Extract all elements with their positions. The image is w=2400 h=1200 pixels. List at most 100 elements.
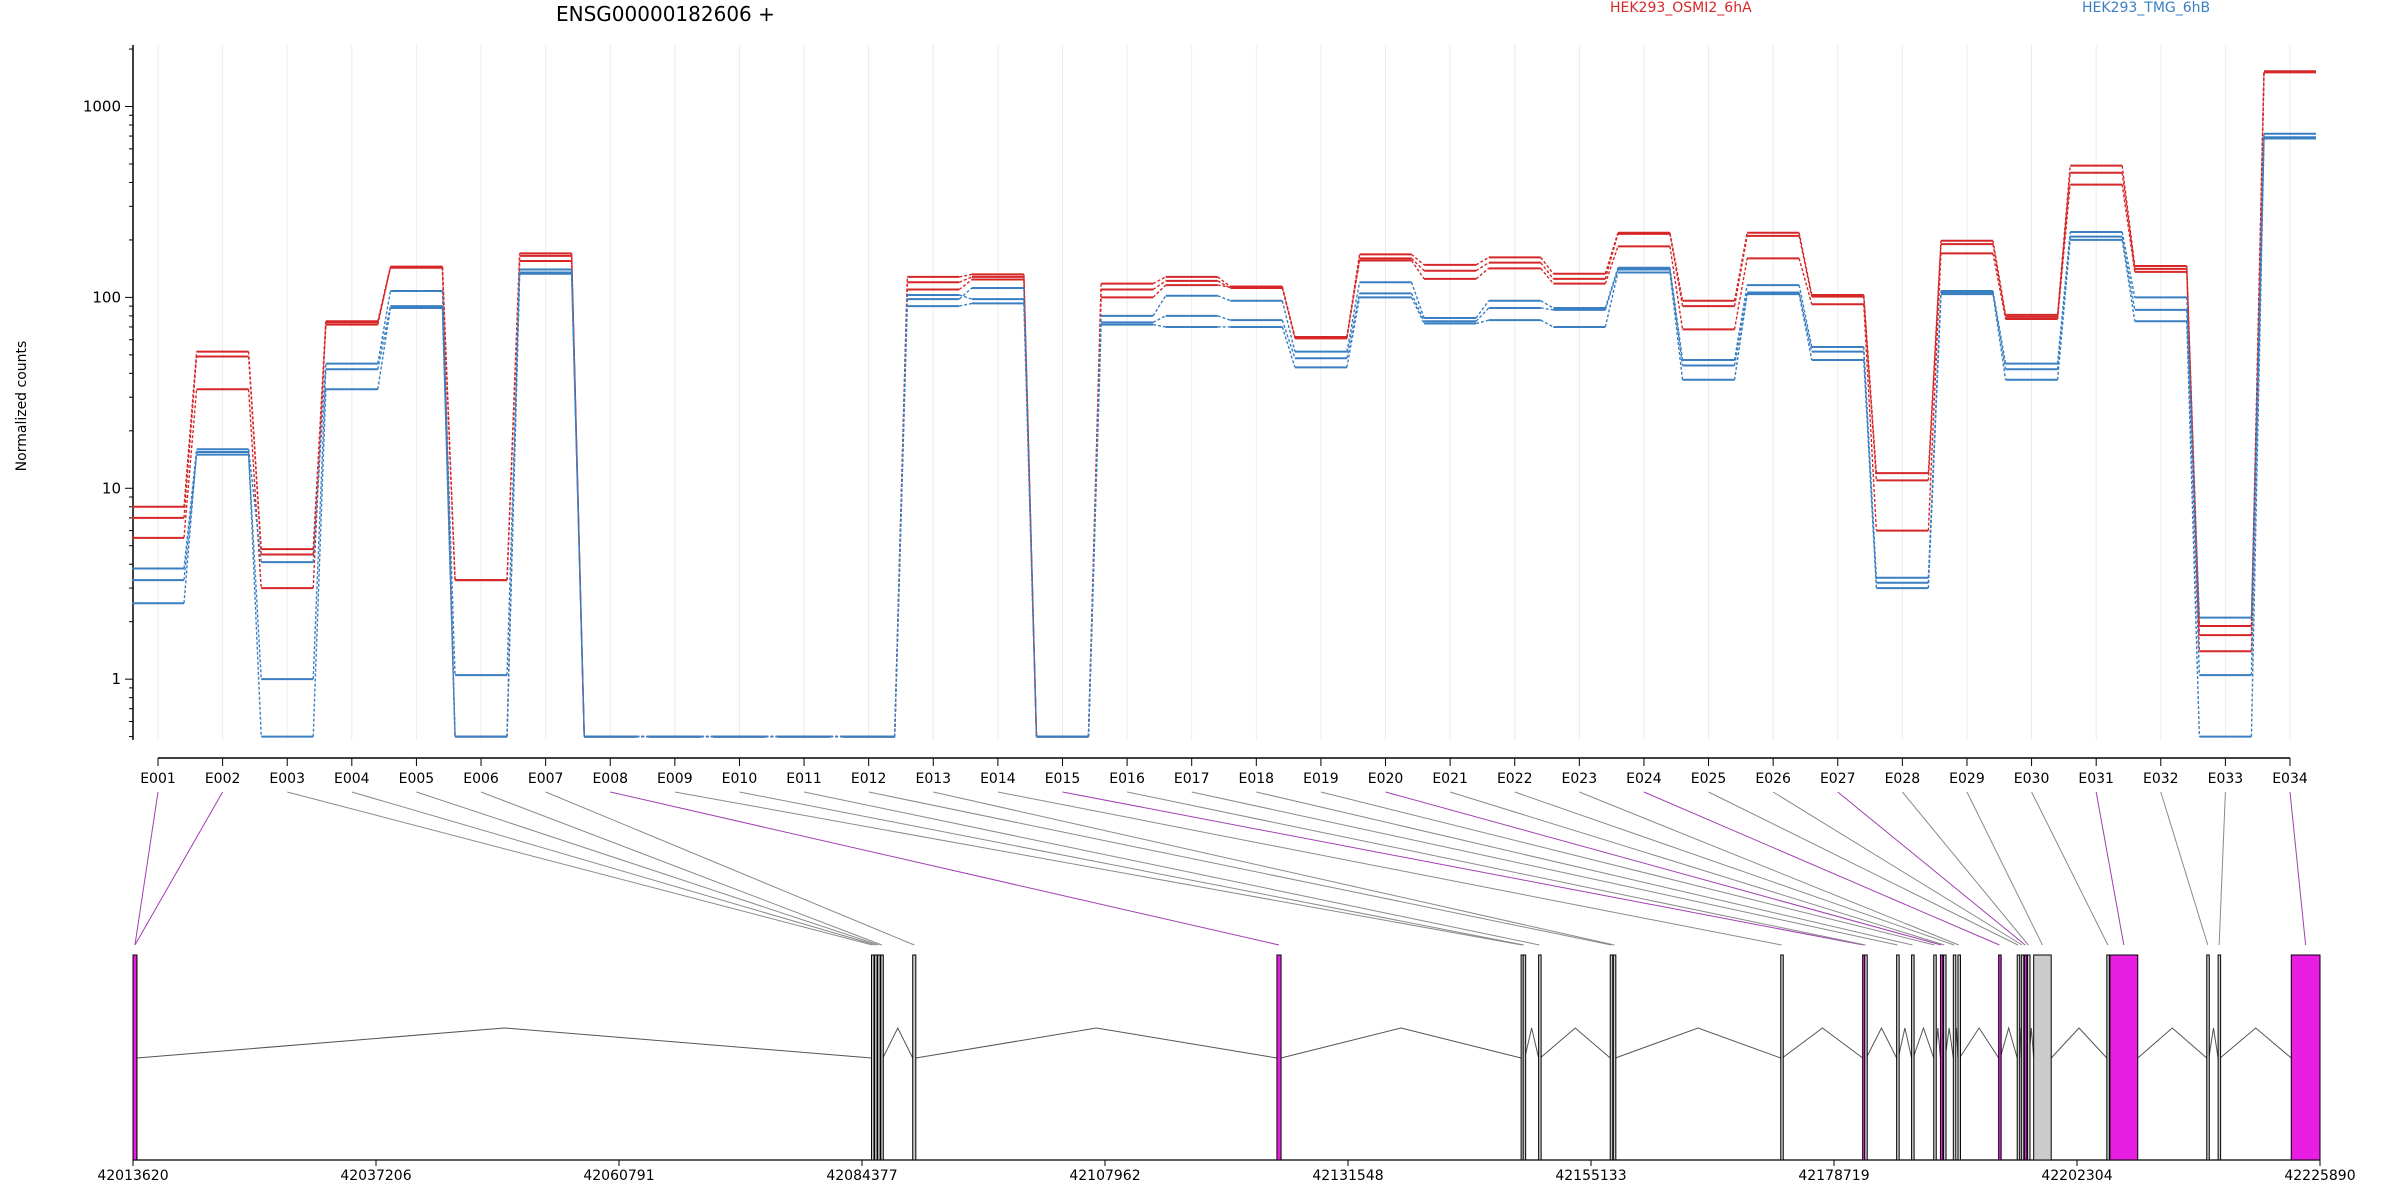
exon-box (1538, 954, 1542, 1161)
intron-line (1280, 1027, 1522, 1059)
data-connector (570, 269, 585, 737)
data-connector (1604, 269, 1619, 311)
x-tick-label: E021 (1432, 771, 1468, 787)
data-connector (1217, 276, 1231, 288)
mapping-line (610, 791, 1280, 946)
intron-line (2219, 1027, 2292, 1059)
exon-box (2033, 954, 2052, 1161)
intron-line (1999, 1026, 2018, 1059)
data-connector (1217, 315, 1231, 321)
intron-line (2137, 1027, 2208, 1059)
intron-line (1539, 1027, 1611, 1059)
exon-box (880, 954, 884, 1161)
data-connector (1863, 296, 1878, 481)
y-tick-label: 100 (92, 288, 121, 306)
mapping-line (2218, 791, 2226, 946)
exon-box (871, 954, 875, 1161)
x-tick-label: E008 (592, 771, 628, 787)
data-connector (312, 322, 327, 589)
x-tick-label: E023 (1562, 771, 1598, 787)
data-connector (1475, 262, 1490, 272)
intron-line (1912, 1026, 1935, 1059)
data-connector (1152, 284, 1167, 298)
mapping-line (416, 791, 879, 946)
mapping-line (545, 791, 915, 946)
data-connector (1023, 299, 1038, 737)
exon-box (2109, 954, 2139, 1161)
data-connector (1540, 300, 1554, 309)
x-tick-label: E025 (1691, 771, 1727, 787)
data-connector (377, 267, 392, 323)
x-tick-label: E032 (2143, 771, 2179, 787)
data-connector (377, 290, 392, 364)
x-tick-label: E033 (2208, 771, 2244, 787)
x-tick-label: E017 (1174, 771, 1210, 787)
data-connector (1927, 240, 1942, 474)
intron-line (1897, 1027, 1913, 1059)
data-connector (1798, 258, 1813, 305)
data-connector (377, 307, 392, 390)
data-connector (1217, 295, 1231, 302)
data-connector (1152, 295, 1167, 317)
x-tick-label: E007 (528, 771, 564, 787)
data-connector (2056, 184, 2071, 320)
series-0-replicate-2 (132, 71, 2316, 738)
mapping-line (1901, 791, 2029, 946)
data-connector (1475, 319, 1489, 325)
data-connector (2121, 184, 2136, 272)
x-tick-label: E031 (2078, 771, 2114, 787)
x-tick-label: E018 (1239, 771, 1275, 787)
x-tick-label: E026 (1755, 771, 1791, 787)
x-tick-label: E010 (722, 771, 758, 787)
data-connector (1281, 326, 1296, 368)
exon-box (1939, 954, 1944, 1161)
data-connector (183, 454, 198, 581)
data-connector (1475, 256, 1490, 266)
x-tick-label: E020 (1368, 771, 1404, 787)
data-connector (2186, 309, 2201, 676)
data-connector (1152, 323, 1166, 328)
data-connector (1604, 272, 1619, 328)
mapping-line (1708, 791, 2019, 946)
data-connector (2056, 172, 2071, 317)
mapping-line (997, 791, 1782, 946)
data-connector (2121, 165, 2136, 267)
mapping-line (1256, 791, 1913, 946)
data-connector (377, 305, 392, 370)
x-tick-label: E029 (1949, 771, 1985, 787)
data-connector (1152, 280, 1167, 291)
legend-series-a: HEK293_OSMI2_6hA (1610, 0, 1752, 16)
data-connector (2121, 236, 2136, 311)
series-1-replicate-2 (132, 137, 2316, 738)
coordinate-label: 42155133 (1555, 1168, 1626, 1184)
x-tick-label: E015 (1045, 771, 1081, 787)
mapping-line (1320, 791, 1935, 946)
data-connector (1798, 235, 1813, 297)
exon-box (2016, 954, 2021, 1161)
intron-line (915, 1027, 1278, 1059)
data-connector (247, 449, 262, 563)
data-connector (247, 356, 262, 555)
data-connector (1669, 233, 1684, 307)
coordinate-label: 42107962 (1069, 1168, 1140, 1184)
mapping-line (803, 791, 1540, 946)
mapping-line (2289, 791, 2307, 946)
coordinate-label: 42060791 (583, 1168, 654, 1184)
x-tick-label: E005 (399, 771, 435, 787)
series-1-replicate-1 (132, 136, 2316, 738)
data-connector (1863, 304, 1878, 531)
x-tick-label: E034 (2272, 771, 2308, 787)
data-connector (1669, 272, 1684, 380)
data-connector (2121, 231, 2136, 298)
data-connector (1346, 260, 1361, 338)
data-connector (1733, 284, 1748, 361)
coordinate-label: 42084377 (826, 1168, 897, 1184)
data-connector (1346, 282, 1361, 352)
x-tick-label: E022 (1497, 771, 1533, 787)
series-1-replicate-0 (132, 132, 2316, 738)
legend-series-b: HEK293_TMG_6hB (2082, 0, 2211, 16)
exon-box (2106, 954, 2110, 1161)
data-connector (183, 451, 198, 604)
mapping-line (2095, 791, 2125, 946)
